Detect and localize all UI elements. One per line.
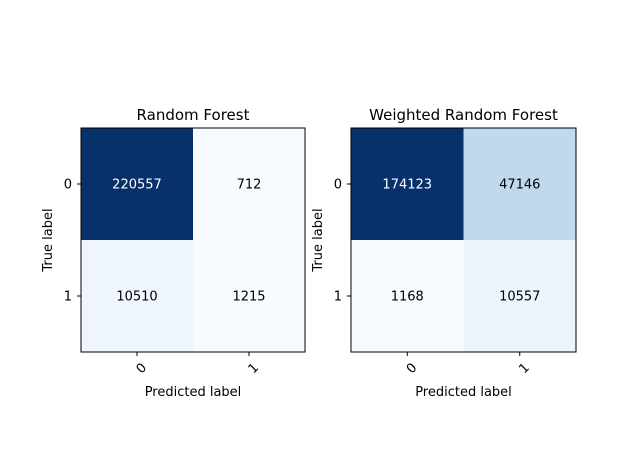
confusion-matrix-panel-0: 220557 712 10510 1215 Random Forest 0 1 0 1 Predi… [41,106,306,400]
x-axis-label: Predicted label [145,385,242,400]
chart-title: Random Forest [137,106,250,124]
heatmap-cell-1-0 [351,240,464,352]
y-axis-label: True label [311,208,326,272]
y-tick-label: 0 [64,178,72,193]
heatmap-cell-1-0 [81,240,193,352]
y-tick-label: 1 [64,290,72,305]
cell-value-label: 1168 [391,290,424,305]
x-tick-label: 1 [246,360,262,376]
y-axis-label: True label [41,208,56,272]
heatmap-cell-0-0 [81,128,193,240]
cell-value-label: 10510 [116,290,157,305]
heatmap-cell-1-1 [463,240,576,352]
x-axis-label: Predicted label [415,385,512,400]
chart-title: Weighted Random Forest [369,106,558,124]
cell-value-label: 1215 [232,290,265,305]
x-tick-label: 0 [404,360,420,376]
x-tick-label: 1 [516,360,532,376]
y-tick-label: 0 [334,178,342,193]
heatmap-cell-1-1 [193,240,305,352]
cell-value-label: 47146 [499,178,540,193]
y-tick-label: 1 [334,290,342,305]
x-tick-label: 0 [134,360,150,376]
cell-value-label: 220557 [112,178,162,193]
cell-value-label: 712 [237,178,262,193]
cell-value-label: 10557 [499,290,540,305]
cell-value-label: 174123 [382,178,432,193]
axes-frame [80,127,306,353]
heatmap-cell-0-0 [351,128,464,240]
heatmap-cell-0-1 [463,128,576,240]
heatmap-cell-0-1 [193,128,305,240]
axes-frame [350,127,577,353]
confusion-matrix-panel-1: 174123 47146 1168 10557 Weighted Random Fore… [311,106,577,400]
